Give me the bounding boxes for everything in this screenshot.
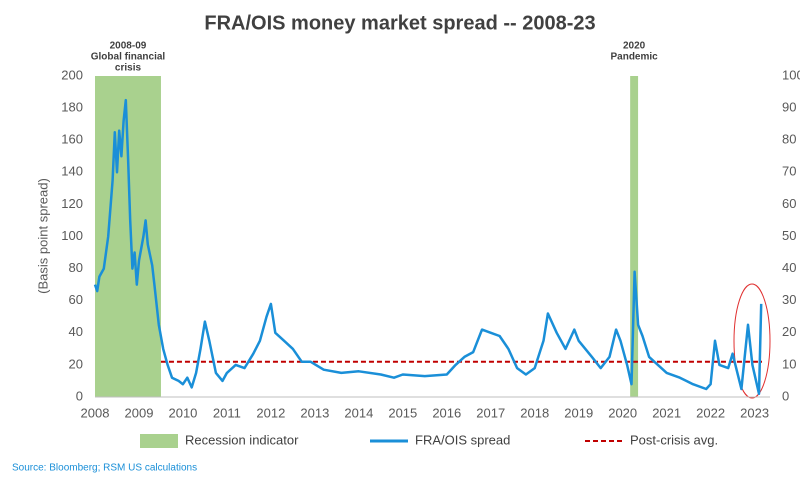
annotation: 2020 [623,41,646,52]
y-tick-label: 160 [61,132,83,147]
legend-swatch [140,434,178,448]
y2-tick-label: 100 [782,67,800,82]
y-tick-label: 80 [69,260,83,275]
y2-tick-label: 80 [782,132,796,147]
y-axis-label: (Basis point spread) [35,178,50,294]
x-tick-label: 2017 [476,405,505,420]
x-tick-label: 2008 [81,405,110,420]
x-tick-label: 2014 [344,405,373,420]
y2-tick-label: 90 [782,100,796,115]
legend-label: FRA/OIS spread [415,432,510,447]
x-tick-label: 2011 [213,405,241,420]
y-tick-label: 120 [61,196,83,211]
x-tick-label: 2010 [168,405,197,420]
y2-tick-label: 40 [782,260,796,275]
chart-title: FRA/OIS money market spread -- 2008-23 [204,12,595,34]
recession-band [630,76,639,397]
y-tick-label: 20 [69,356,83,371]
x-tick-label: 2019 [564,405,593,420]
spread-line [93,98,763,396]
legend-label: Recession indicator [185,432,299,447]
annotation: Pandemic [610,52,658,63]
y-tick-label: 40 [69,324,83,339]
x-tick-label: 2012 [256,405,285,420]
source: Source: Bloomberg; RSM US calculations [12,463,197,474]
y2-tick-label: 60 [782,196,796,211]
x-tick-label: 2015 [388,405,417,420]
highlight-circle [733,283,771,399]
x-tick-label: 2020 [608,405,637,420]
y2-tick-label: 30 [782,292,796,307]
annotation: crisis [115,63,142,74]
x-tick-label: 2009 [125,405,154,420]
y-tick-label: 0 [76,388,83,403]
y2-tick-label: 20 [782,324,796,339]
y2-tick-label: 0 [782,388,789,403]
y-tick-label: 100 [61,228,83,243]
x-tick-label: 2016 [432,405,461,420]
y-tick-label: 140 [61,164,83,179]
x-tick-label: 2021 [652,405,681,420]
y2-tick-label: 70 [782,164,796,179]
x-tick-label: 2018 [520,405,549,420]
annotation: Global financial [91,52,166,63]
y2-tick-label: 50 [782,228,796,243]
y-tick-label: 180 [61,100,83,115]
y2-tick-label: 10 [782,356,796,371]
legend-label: Post-crisis avg. [630,432,718,447]
x-tick-label: 2013 [300,405,329,420]
annotation: 2008-09 [110,41,147,52]
x-tick-label: 2022 [696,405,725,420]
y-tick-label: 60 [69,292,83,307]
y-tick-label: 200 [61,67,83,82]
x-tick-label: 2023 [740,405,769,420]
